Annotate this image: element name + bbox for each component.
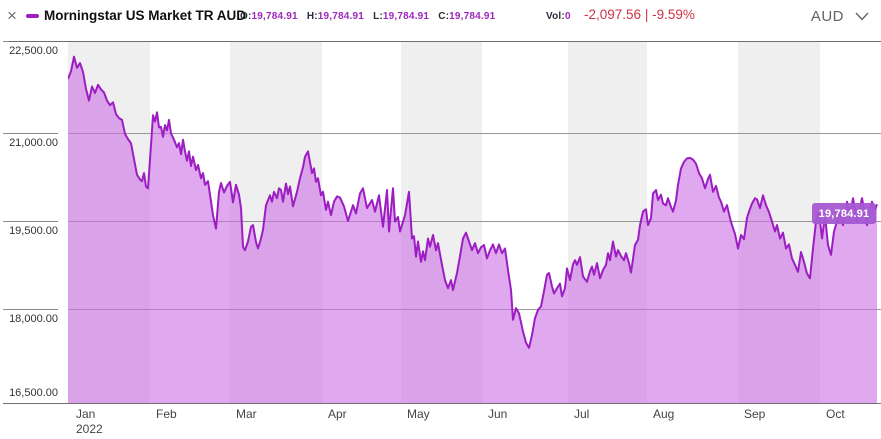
plot-top-border	[9, 41, 881, 42]
change-absolute: -2,097.56	[584, 7, 642, 22]
y-axis-label-16500: 16,500.00	[9, 387, 58, 399]
x-axis-label-jul: Jul	[574, 407, 590, 421]
high-label: H:	[306, 11, 318, 22]
low-label: L:	[373, 11, 383, 22]
x-axis-label-feb: Feb	[156, 407, 177, 421]
y-axis-label-19500: 19,500.00	[9, 225, 58, 237]
y-axis-label-21000: 21,000.00	[9, 137, 58, 150]
price-line	[68, 55, 878, 349]
x-axis-label-jun: Jun	[488, 407, 508, 421]
ohlc-high: H:19,784.91	[307, 11, 364, 22]
y-tick-18000	[3, 308, 58, 310]
area-fill	[68, 56, 877, 403]
x-axis-label-jan: Jan	[76, 407, 96, 421]
change-percent: -9.59%	[652, 7, 695, 22]
open-value: 19,784.91	[251, 11, 298, 22]
x-axis-label-aug: Aug	[653, 407, 675, 421]
ohlc-low: L:19,784.91	[373, 11, 429, 22]
x-axis-label-mar: Mar	[236, 407, 257, 421]
y-tick-21000	[3, 133, 58, 135]
volume-label: Vol:	[546, 11, 565, 22]
chevron-down-icon	[855, 12, 869, 21]
currency-label: AUD	[810, 8, 844, 25]
currency-selector[interactable]: AUD	[811, 8, 869, 25]
gridline-21000	[68, 133, 881, 135]
close-label: C:	[438, 11, 450, 22]
ohlc-readout: O:19,784.91 H:19,784.91 L:19,784.91 C:19…	[240, 11, 495, 22]
close-value: 19,784.91	[449, 11, 496, 22]
ohlc-close: C:19,784.91	[438, 11, 495, 22]
price-chart[interactable]: 22,500.00 21,000.00 19,500.00 18,000.00 16,5…	[0, 41, 881, 439]
x-axis-year-label: 2022	[76, 422, 103, 436]
x-axis-label-oct: Oct	[826, 407, 845, 421]
y-axis-label-18000: 18,000.00	[9, 312, 58, 325]
high-value: 19,784.91	[317, 11, 365, 22]
volume-readout: Vol:0	[546, 11, 571, 22]
low-value: 19,784.91	[382, 11, 430, 22]
x-axis-label-may: May	[407, 407, 430, 421]
series-legend-swatch	[26, 14, 39, 18]
x-axis-line	[3, 403, 881, 404]
x-axis-label-apr: Apr	[328, 407, 347, 421]
change-separator: |	[644, 7, 649, 22]
ohlc-open: O:19,784.91	[240, 11, 298, 22]
y-tick-19500	[3, 221, 58, 222]
last-price-badge: 19,784.91	[812, 203, 876, 225]
change-readout: -2,097.56 | -9.59%	[584, 7, 695, 22]
y-axis-label-22500: 22,500.00	[9, 45, 58, 57]
series-title: Morningstar US Market TR AUD	[44, 8, 247, 23]
x-axis-label-sep: Sep	[744, 407, 766, 421]
open-label: O:	[240, 11, 252, 22]
close-icon[interactable]: ×	[7, 6, 17, 25]
volume-value: 0	[564, 11, 571, 22]
price-area-series	[68, 55, 878, 403]
chart-header: × Morningstar US Market TR AUD O:19,784.…	[0, 0, 881, 41]
gridline-19500	[68, 221, 881, 222]
